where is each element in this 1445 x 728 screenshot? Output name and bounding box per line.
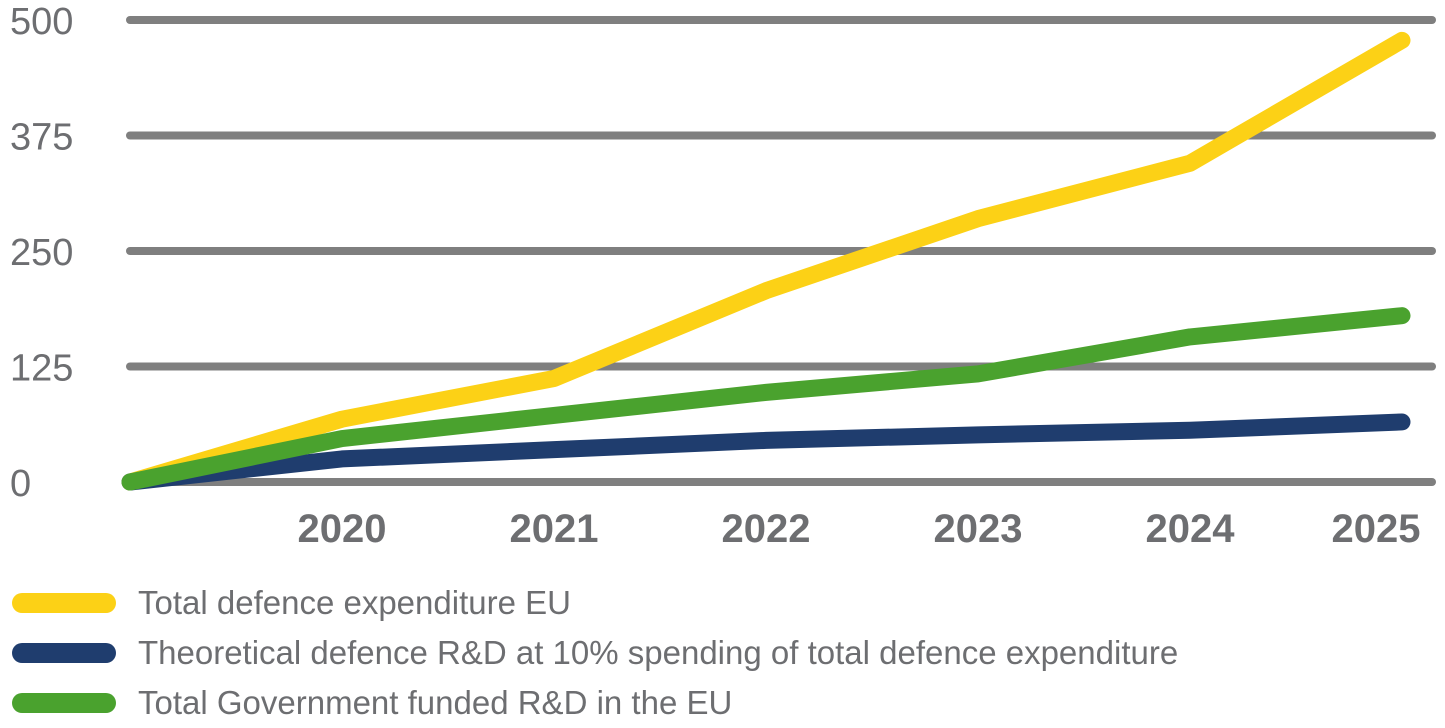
- legend-swatch: [12, 593, 116, 613]
- legend-label: Total Government funded R&D in the EU: [138, 684, 733, 721]
- x-axis-ticks: 2020 2021 2022 2023 2024 2025: [298, 507, 1421, 551]
- legend-item: Total defence expenditure EU: [12, 578, 1178, 628]
- series-line-2: [121, 413, 1411, 491]
- y-tick-label: 0: [10, 463, 31, 505]
- gridlines: [126, 16, 1436, 486]
- y-tick-label: 125: [10, 348, 73, 390]
- x-tick-label: 2021: [510, 507, 599, 551]
- legend-swatch: [12, 643, 116, 663]
- y-tick-label: 500: [10, 1, 73, 43]
- line-chart: 0 125 250 375 500 2020 2021 2022 2023 2024 2025: [10, 1, 1436, 551]
- x-tick-label: 2020: [298, 507, 387, 551]
- legend-item: Total Government funded R&D in the EU: [12, 678, 1178, 728]
- legend-label: Total defence expenditure EU: [138, 584, 571, 621]
- x-tick-label: 2024: [1146, 507, 1236, 551]
- x-tick-label: 2022: [722, 507, 811, 551]
- y-tick-label: 375: [10, 117, 73, 159]
- x-tick-label: 2025: [1332, 507, 1421, 551]
- legend-label: Theoretical defence R&D at 10% spending …: [138, 634, 1179, 671]
- series-lines: [121, 31, 1411, 491]
- legend-swatch: [12, 693, 116, 713]
- y-axis-ticks: 0 125 250 375 500: [10, 1, 73, 505]
- legend-item: Theoretical defence R&D at 10% spending …: [12, 628, 1178, 678]
- series-line-3: [121, 307, 1411, 491]
- x-tick-label: 2023: [934, 507, 1023, 551]
- series-line-1: [121, 31, 1411, 491]
- legend: Total defence expenditure EU Theoretical …: [12, 578, 1178, 728]
- y-tick-label: 250: [10, 232, 73, 274]
